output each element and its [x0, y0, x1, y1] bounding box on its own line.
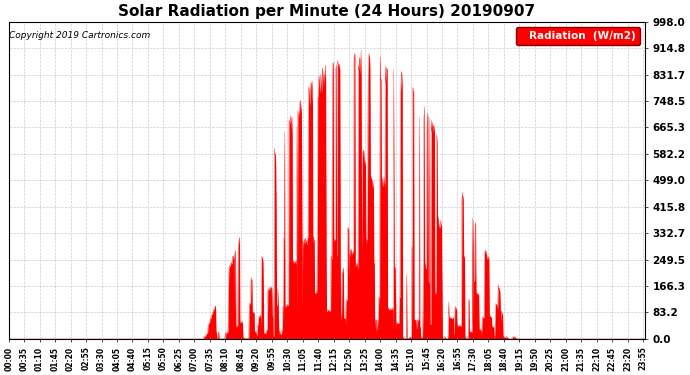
Text: Copyright 2019 Cartronics.com: Copyright 2019 Cartronics.com — [9, 31, 150, 40]
Legend: Radiation  (W/m2): Radiation (W/m2) — [516, 27, 640, 45]
Title: Solar Radiation per Minute (24 Hours) 20190907: Solar Radiation per Minute (24 Hours) 20… — [118, 4, 535, 19]
